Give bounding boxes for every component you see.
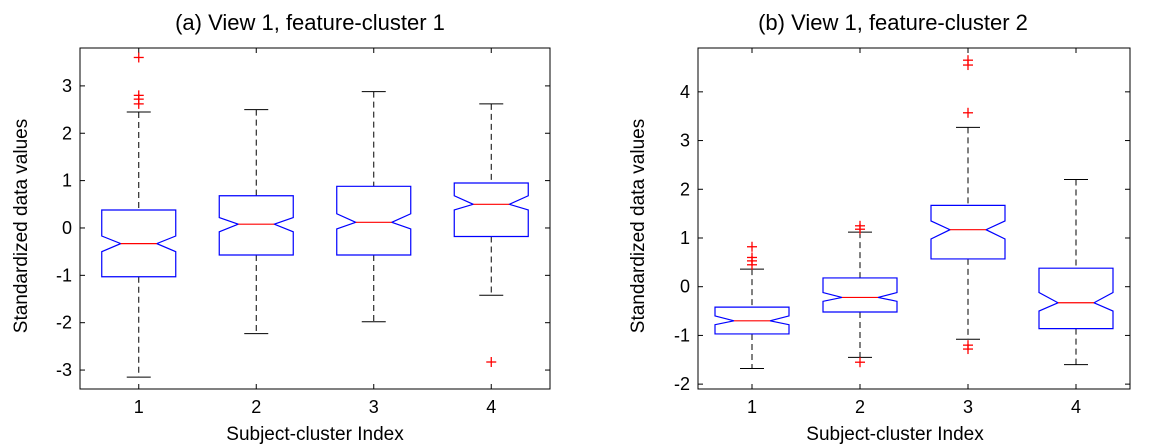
y-tick-label: 4 bbox=[680, 82, 690, 102]
notched-box bbox=[218, 195, 294, 256]
y-tick-label: 3 bbox=[680, 131, 690, 151]
outlier-marker bbox=[133, 52, 144, 63]
outlier-marker bbox=[855, 220, 865, 231]
box-group bbox=[101, 52, 177, 378]
chart-panel-a: (a) View 1, feature-cluster 1 Standardiz… bbox=[11, 10, 551, 444]
y-tick-label: -3 bbox=[56, 360, 72, 380]
box-series bbox=[714, 55, 1114, 370]
y-tick-label: -1 bbox=[56, 265, 72, 285]
y-tick-label: 0 bbox=[680, 277, 690, 297]
box-group bbox=[822, 220, 898, 368]
box-group bbox=[930, 55, 1006, 355]
y-tick-label: -2 bbox=[674, 374, 690, 394]
box-group bbox=[1038, 179, 1114, 366]
outlier-marker bbox=[963, 344, 973, 355]
box-group bbox=[714, 241, 790, 370]
notched-box bbox=[453, 182, 529, 238]
y-tick-label: 0 bbox=[62, 218, 72, 238]
outlier-marker bbox=[747, 241, 757, 252]
box-group bbox=[218, 109, 294, 335]
x-tick-label: 3 bbox=[369, 397, 379, 417]
outlier-marker bbox=[486, 357, 497, 368]
chart-title: (a) View 1, feature-cluster 1 bbox=[175, 10, 445, 35]
box-group bbox=[453, 103, 529, 368]
y-tick-label: 3 bbox=[62, 76, 72, 96]
notched-box bbox=[336, 185, 412, 256]
x-tick-label: 4 bbox=[1071, 397, 1081, 417]
y-axis-ticks: -3 -2 -1 0 1 2 3 bbox=[56, 76, 550, 380]
plot-frame bbox=[79, 47, 551, 390]
y-tick-label: 1 bbox=[680, 228, 690, 248]
x-axis-ticks: 1 2 3 4 bbox=[134, 48, 496, 417]
notched-box bbox=[822, 277, 898, 313]
x-tick-label: 3 bbox=[963, 397, 973, 417]
x-tick-label: 2 bbox=[855, 397, 865, 417]
outlier-marker bbox=[133, 90, 144, 101]
notched-box bbox=[1038, 267, 1114, 330]
x-tick-label: 1 bbox=[134, 397, 144, 417]
x-tick-label: 2 bbox=[251, 397, 261, 417]
y-tick-label: 1 bbox=[62, 171, 72, 191]
x-axis-label: Subject-cluster Index bbox=[226, 424, 404, 444]
chart-panel-b: (b) View 1, feature-cluster 2 Standardiz… bbox=[628, 10, 1131, 444]
notched-box bbox=[930, 204, 1006, 260]
outlier-marker bbox=[963, 107, 973, 118]
x-tick-label: 4 bbox=[486, 397, 496, 417]
chart-title: (b) View 1, feature-cluster 2 bbox=[758, 10, 1028, 35]
x-tick-label: 1 bbox=[747, 397, 757, 417]
y-tick-label: -1 bbox=[674, 325, 690, 345]
y-axis-label: Standardized data values bbox=[11, 119, 32, 333]
y-axis-label: Standardized data values bbox=[628, 119, 649, 333]
notched-box bbox=[101, 209, 177, 278]
outlier-marker bbox=[963, 55, 973, 66]
outlier-marker bbox=[747, 252, 757, 263]
y-tick-label: 2 bbox=[680, 179, 690, 199]
outlier-marker bbox=[855, 357, 865, 368]
x-axis-ticks: 1 2 3 4 bbox=[747, 48, 1081, 417]
box-group bbox=[336, 91, 412, 323]
notched-box bbox=[714, 306, 790, 335]
x-axis-label: Subject-cluster Index bbox=[806, 424, 984, 444]
plot-frame bbox=[697, 47, 1131, 390]
y-tick-label: 2 bbox=[62, 123, 72, 143]
box-series bbox=[101, 52, 529, 378]
y-axis-ticks: -2 -1 0 1 2 3 4 bbox=[674, 82, 1130, 394]
y-tick-label: -2 bbox=[56, 313, 72, 333]
